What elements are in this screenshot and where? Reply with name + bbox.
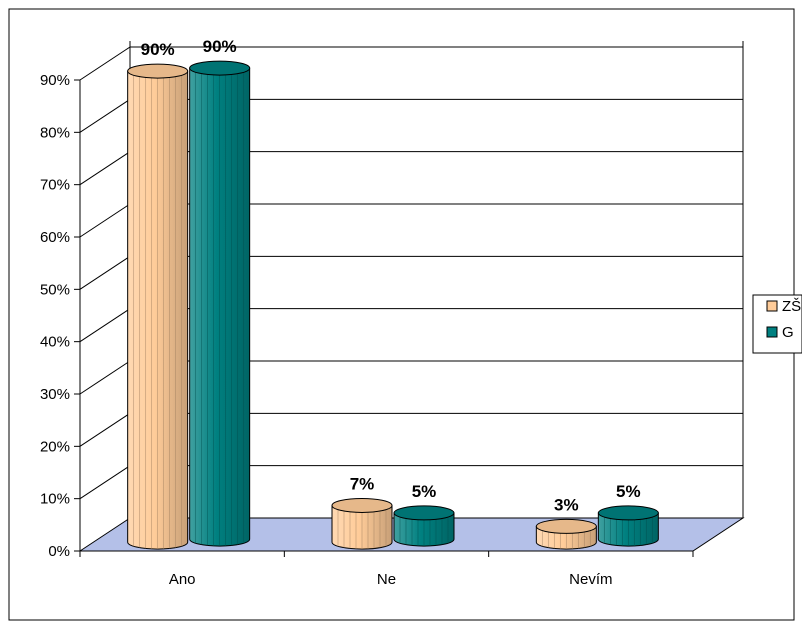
y-tick-label: 20% (40, 438, 70, 455)
category-label: Ano (169, 571, 196, 588)
y-tick-label: 60% (40, 229, 70, 246)
category-label: Ne (377, 571, 396, 588)
bar-top (597, 505, 659, 521)
legend-swatch (766, 300, 778, 312)
bar-ZŠ-Nevím (535, 518, 597, 550)
data-label: 90% (141, 40, 175, 59)
bar-top (189, 60, 251, 76)
legend-swatch (766, 326, 778, 338)
side-gridline (79, 308, 131, 343)
bar-top (331, 497, 393, 513)
bar-ZŠ-Ne (331, 497, 393, 550)
y-tick-label: 50% (40, 281, 70, 298)
side-gridline (79, 255, 131, 290)
bar-G-Ne (393, 505, 455, 547)
data-label: 3% (554, 495, 579, 514)
bar-G-Nevím (597, 505, 659, 547)
side-gridline (79, 203, 131, 238)
data-label: 7% (350, 474, 375, 493)
y-tick-label: 30% (40, 386, 70, 403)
side-gridline (79, 412, 131, 447)
y-tick-label: 90% (40, 72, 70, 89)
y-tick-label: 0% (48, 543, 70, 560)
data-label: 5% (412, 482, 437, 501)
side-gridline (79, 465, 131, 500)
side-gridline (79, 151, 131, 186)
side-gridline (79, 360, 131, 395)
y-tick-label: 10% (40, 491, 70, 508)
y-tick-label: 80% (40, 124, 70, 141)
side-gridline (79, 46, 131, 81)
side-gridline (79, 98, 131, 133)
data-label: 90% (203, 37, 237, 56)
legend-label: ZŠ (782, 298, 801, 315)
bar-G-Ano (189, 60, 251, 547)
bar-top (127, 63, 189, 79)
data-label: 5% (616, 482, 641, 501)
category-label: Nevím (569, 571, 612, 588)
bar-top (393, 505, 455, 521)
legend-label: G (782, 324, 794, 341)
bar-top (535, 518, 597, 534)
y-tick-label: 70% (40, 177, 70, 194)
y-tick-label: 40% (40, 334, 70, 351)
bar-ZŠ-Ano (127, 63, 189, 550)
